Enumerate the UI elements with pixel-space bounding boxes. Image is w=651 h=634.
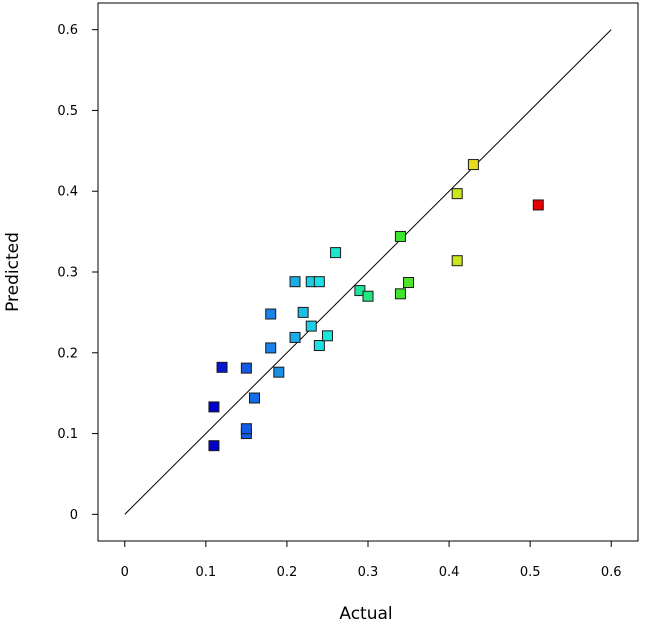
x-tick-label: 0.5 <box>520 565 541 580</box>
x-tick-label: 0.4 <box>439 565 460 580</box>
data-point <box>273 366 285 378</box>
y-axis-title: Predicted <box>3 232 23 312</box>
y-tick-label: 0.6 <box>57 23 78 38</box>
reference-line-y-equals-x <box>124 29 612 515</box>
data-point <box>354 285 366 297</box>
data-point <box>362 290 374 302</box>
data-point <box>394 230 406 242</box>
y-tick-label: 0 <box>70 508 78 523</box>
data-point <box>467 159 479 171</box>
reference-line-group <box>124 29 612 515</box>
data-point <box>240 362 252 374</box>
data-point <box>265 308 277 320</box>
x-axis-ticks: 0 0.1 0.2 0.3 0.4 0.5 0.6 <box>121 541 622 580</box>
data-point <box>451 188 463 200</box>
data-point <box>330 247 342 259</box>
data-point <box>305 320 317 332</box>
data-point <box>289 276 301 288</box>
data-point <box>216 361 228 373</box>
y-tick-label: 0.5 <box>57 104 78 119</box>
x-axis-title: Actual <box>339 604 392 624</box>
data-point <box>289 331 301 343</box>
data-point <box>297 306 309 318</box>
y-tick-label: 0.4 <box>57 185 78 200</box>
data-point <box>403 277 415 289</box>
data-point <box>208 440 220 452</box>
y-tick-label: 0.3 <box>57 266 78 281</box>
y-tick-label: 0.2 <box>57 346 78 361</box>
data-point <box>394 288 406 300</box>
data-point <box>265 342 277 354</box>
x-tick-label: 0.1 <box>195 565 216 580</box>
x-tick-label: 0.3 <box>358 565 379 580</box>
y-tick-label: 0.1 <box>57 427 78 442</box>
data-point <box>208 401 220 413</box>
data-point <box>313 276 325 288</box>
data-point <box>313 340 325 352</box>
data-point <box>321 330 333 342</box>
x-tick-label: 0 <box>121 565 129 580</box>
data-point <box>532 199 544 211</box>
y-axis-ticks: 0 0.1 0.2 0.3 0.4 0.5 0.6 <box>57 23 98 523</box>
data-point <box>248 392 260 404</box>
data-point <box>451 255 463 267</box>
data-points <box>208 159 544 452</box>
x-tick-label: 0.6 <box>601 565 622 580</box>
x-tick-label: 0.2 <box>277 565 298 580</box>
data-point <box>240 423 252 435</box>
